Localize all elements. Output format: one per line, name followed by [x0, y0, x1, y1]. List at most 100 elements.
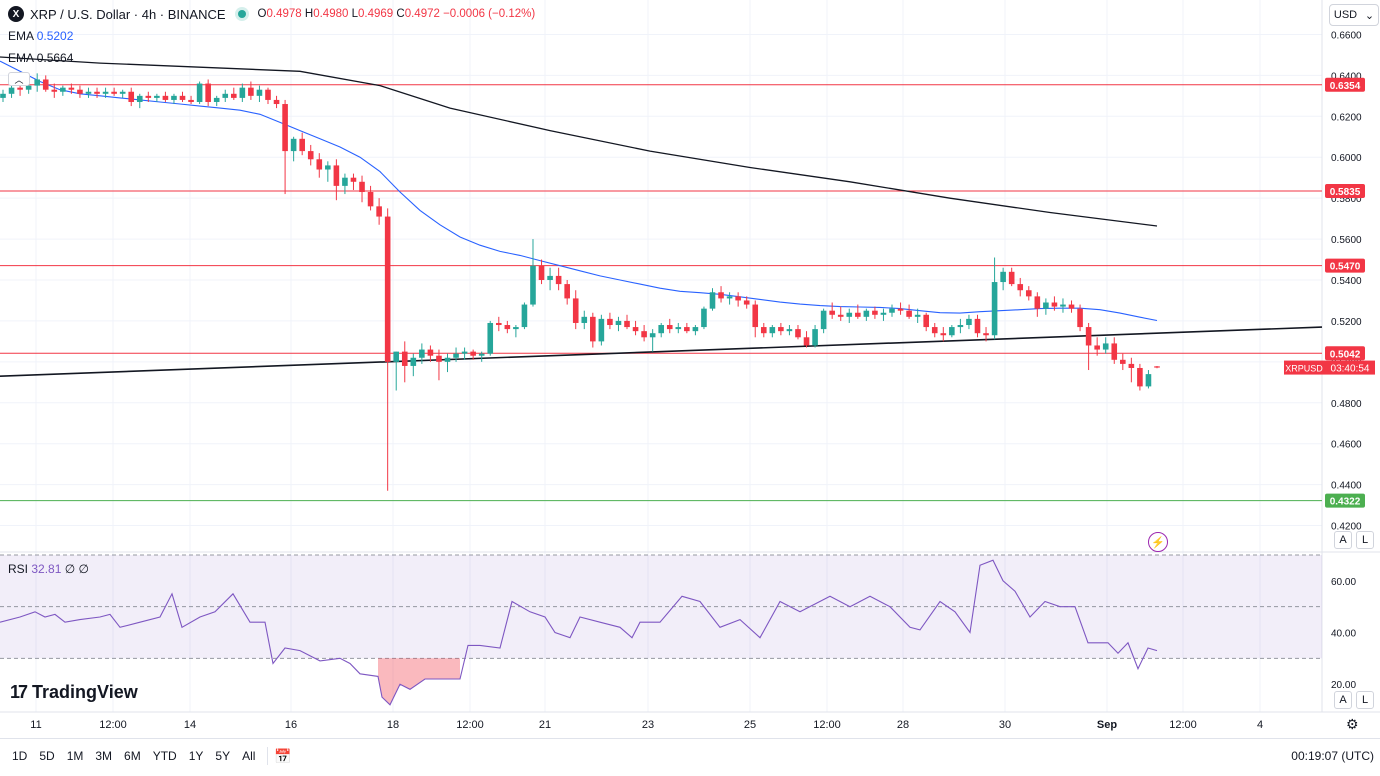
candle[interactable]: [538, 259, 545, 285]
collapse-legend-button[interactable]: ︿: [8, 72, 30, 86]
candle[interactable]: [1137, 363, 1143, 391]
rsi-legend[interactable]: RSI 32.81 ∅ ∅: [8, 562, 89, 576]
range-button-1d[interactable]: 1D: [12, 749, 28, 763]
candle[interactable]: [299, 132, 305, 156]
candle[interactable]: [615, 316, 622, 332]
candle[interactable]: [1017, 277, 1024, 297]
candle[interactable]: [1102, 337, 1109, 354]
candle[interactable]: [684, 322, 690, 334]
candle[interactable]: [658, 322, 665, 338]
candle[interactable]: [829, 302, 835, 319]
candle[interactable]: [495, 316, 502, 332]
candle[interactable]: [1128, 357, 1135, 383]
candle[interactable]: [786, 325, 793, 336]
candle[interactable]: [34, 73, 40, 92]
candle[interactable]: [837, 306, 844, 321]
candle[interactable]: [85, 87, 92, 98]
candle[interactable]: [77, 85, 83, 98]
candle[interactable]: [119, 89, 126, 98]
candle[interactable]: [547, 267, 553, 291]
candle[interactable]: [145, 91, 152, 102]
candle[interactable]: [855, 304, 861, 319]
log-scale-button[interactable]: L: [1356, 531, 1374, 549]
candle[interactable]: [778, 322, 784, 336]
candle[interactable]: [333, 159, 340, 201]
candle[interactable]: [239, 83, 246, 102]
candle[interactable]: [966, 314, 972, 330]
candle[interactable]: [1085, 322, 1092, 371]
candle[interactable]: [325, 161, 331, 182]
candle[interactable]: [290, 136, 297, 162]
candle[interactable]: [555, 267, 562, 291]
candle[interactable]: [701, 306, 707, 330]
range-button-5d[interactable]: 5D: [39, 749, 55, 763]
candle[interactable]: [111, 87, 117, 96]
range-button-ytd[interactable]: YTD: [152, 749, 177, 763]
candle[interactable]: [342, 173, 348, 195]
candle[interactable]: [949, 325, 955, 338]
candle[interactable]: [504, 320, 511, 334]
candle[interactable]: [957, 318, 964, 334]
candle[interactable]: [897, 302, 904, 315]
time-axis[interactable]: 11 12:00 14 16 18 12:00 21 23 25 12:00 28 30 Sep 12:0…: [30, 719, 1263, 731]
candle[interactable]: [709, 288, 716, 311]
candle[interactable]: [572, 290, 579, 330]
candle[interactable]: [51, 83, 58, 98]
symbol-title[interactable]: XRP / U.S. Dollar · 4h · BINANCE: [30, 6, 226, 22]
candle[interactable]: [273, 95, 280, 109]
candle[interactable]: [359, 175, 365, 203]
candle[interactable]: [991, 257, 998, 340]
candle[interactable]: [1094, 337, 1100, 356]
candle[interactable]: [1043, 298, 1049, 315]
candle[interactable]: [1077, 304, 1083, 332]
candle[interactable]: [231, 87, 237, 100]
candle[interactable]: [675, 322, 682, 334]
candle[interactable]: [213, 95, 220, 107]
candle[interactable]: [889, 304, 895, 317]
candle[interactable]: [846, 308, 853, 323]
candle[interactable]: [393, 351, 400, 391]
candle[interactable]: [196, 81, 203, 105]
price-axis[interactable]: 0.6600 0.6400 0.6200 0.6000 0.5800 0.5600 0.54…: [1284, 30, 1375, 533]
candle[interactable]: [803, 331, 810, 348]
candle[interactable]: [154, 93, 160, 102]
candle[interactable]: [692, 325, 699, 336]
candle[interactable]: [863, 308, 870, 321]
candle[interactable]: [820, 308, 827, 334]
candle[interactable]: [1068, 300, 1075, 313]
candle[interactable]: [880, 308, 887, 321]
candle[interactable]: [0, 89, 6, 102]
support-trendline[interactable]: [0, 326, 1323, 377]
candle[interactable]: [666, 318, 673, 334]
candle[interactable]: [1111, 337, 1118, 364]
candle[interactable]: [581, 310, 588, 330]
candle[interactable]: [94, 87, 100, 98]
candle[interactable]: [410, 353, 417, 377]
candle[interactable]: [598, 314, 605, 346]
candle[interactable]: [1120, 353, 1126, 371]
candle[interactable]: [265, 87, 271, 105]
candle[interactable]: [60, 85, 66, 96]
candle[interactable]: [248, 81, 254, 100]
candle[interactable]: [513, 325, 519, 338]
candle[interactable]: [188, 95, 194, 105]
candle[interactable]: [983, 327, 989, 342]
candle[interactable]: [444, 353, 451, 373]
range-button-all[interactable]: All: [242, 749, 256, 763]
date-range-icon[interactable]: 📅: [274, 747, 292, 764]
candle[interactable]: [649, 329, 656, 352]
candle[interactable]: [419, 343, 425, 364]
candle[interactable]: [769, 325, 776, 338]
candle[interactable]: [401, 341, 408, 383]
candle[interactable]: [906, 304, 912, 319]
clock[interactable]: 00:19:07 (UTC): [1291, 749, 1374, 763]
candle[interactable]: [487, 320, 494, 356]
candle[interactable]: [1025, 286, 1032, 301]
ema-fast-legend[interactable]: EMA 0.5202: [8, 29, 74, 43]
candle[interactable]: [521, 302, 528, 330]
candle[interactable]: [222, 89, 229, 102]
gear-icon[interactable]: ⚙: [1346, 716, 1359, 732]
candle[interactable]: [914, 308, 921, 323]
candle[interactable]: [1154, 365, 1160, 369]
candle[interactable]: [752, 300, 759, 338]
